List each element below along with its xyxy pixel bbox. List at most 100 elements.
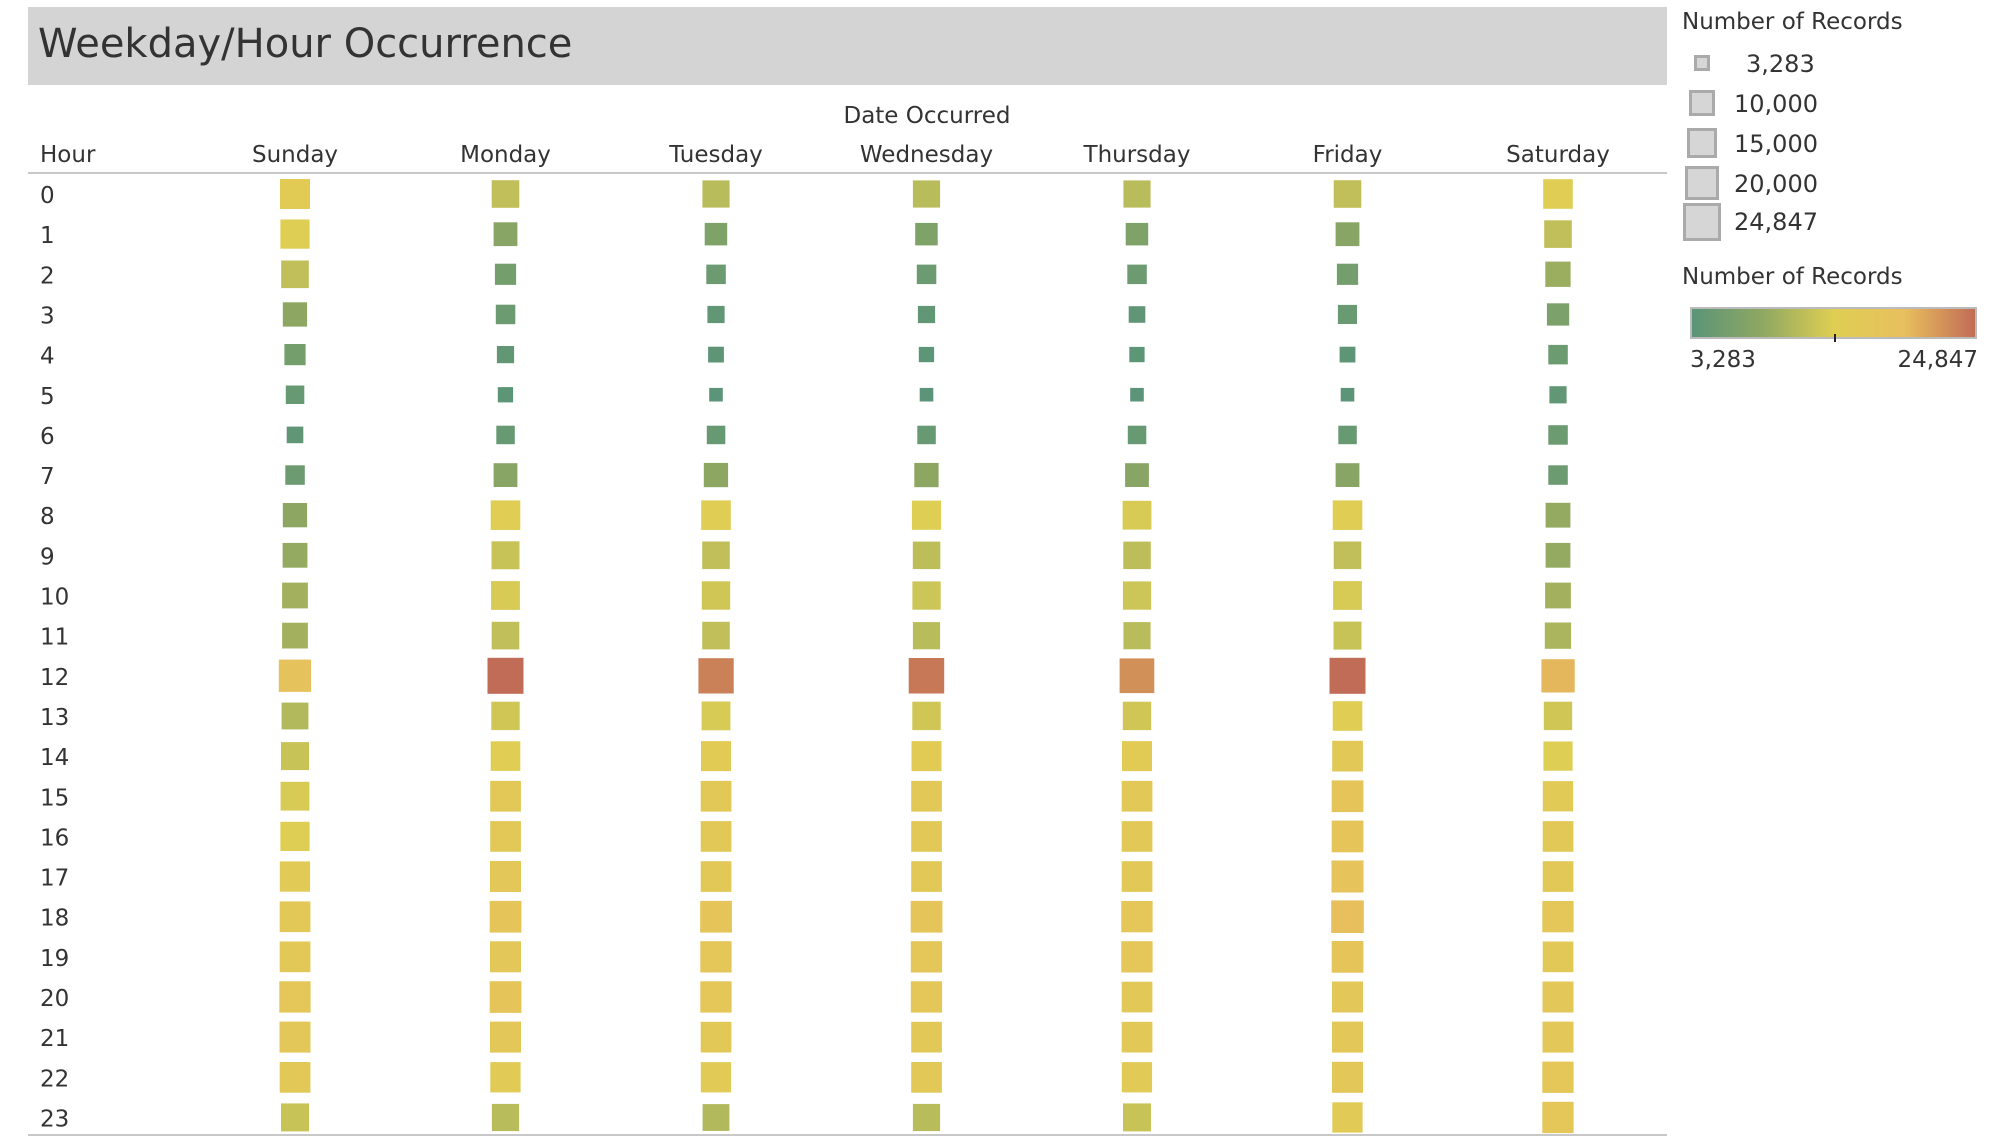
heatmap-cell[interactable] — [917, 425, 936, 445]
heatmap-cell[interactable] — [1541, 659, 1575, 693]
heatmap-cell[interactable] — [1543, 179, 1573, 209]
heatmap-cell[interactable] — [704, 222, 728, 246]
heatmap-cell[interactable] — [1542, 781, 1574, 812]
heatmap-cell[interactable] — [1331, 941, 1364, 973]
heatmap-cell[interactable] — [1336, 263, 1359, 285]
heatmap-cell[interactable] — [916, 264, 937, 285]
heatmap-cell[interactable] — [1331, 820, 1364, 853]
heatmap-cell[interactable] — [491, 701, 520, 731]
heatmap-cell[interactable] — [1335, 222, 1360, 247]
heatmap-cell[interactable] — [706, 425, 726, 445]
heatmap-cell[interactable] — [912, 541, 941, 570]
heatmap-cell[interactable] — [912, 581, 941, 610]
heatmap-cell[interactable] — [1123, 1103, 1151, 1132]
heatmap-cell[interactable] — [1543, 741, 1573, 771]
heatmap-cell[interactable] — [494, 263, 517, 285]
heatmap-cell[interactable] — [1335, 463, 1360, 487]
heatmap-cell[interactable] — [1542, 1101, 1574, 1134]
heatmap-cell[interactable] — [282, 302, 308, 327]
heatmap-cell[interactable] — [490, 821, 521, 852]
heatmap-cell[interactable] — [496, 425, 515, 445]
heatmap-cell[interactable] — [1332, 500, 1363, 530]
heatmap-cell[interactable] — [1549, 386, 1567, 404]
heatmap-cell[interactable] — [912, 701, 941, 731]
heatmap-cell[interactable] — [910, 981, 943, 1013]
heatmap-cell[interactable] — [1121, 1062, 1153, 1093]
heatmap-cell[interactable] — [912, 180, 941, 208]
heatmap-cell[interactable] — [280, 219, 310, 249]
heatmap-cell[interactable] — [279, 861, 311, 892]
heatmap-cell[interactable] — [1542, 1021, 1574, 1053]
heatmap-cell[interactable] — [700, 1021, 732, 1053]
heatmap-cell[interactable] — [491, 180, 520, 208]
heatmap-cell[interactable] — [1121, 941, 1153, 973]
heatmap-cell[interactable] — [1332, 981, 1363, 1013]
heatmap-cell[interactable] — [700, 900, 732, 933]
heatmap-cell[interactable] — [1332, 701, 1363, 731]
heatmap-cell[interactable] — [1333, 581, 1362, 610]
heatmap-cell[interactable] — [700, 981, 732, 1013]
heatmap-cell[interactable] — [1122, 500, 1152, 530]
heatmap-cell[interactable] — [702, 541, 730, 570]
heatmap-cell[interactable] — [911, 1021, 942, 1053]
heatmap-cell[interactable] — [281, 742, 309, 771]
heatmap-cell[interactable] — [700, 821, 732, 852]
heatmap-cell[interactable] — [1338, 425, 1357, 445]
heatmap-cell[interactable] — [919, 387, 934, 402]
heatmap-cell[interactable] — [1548, 344, 1568, 365]
heatmap-cell[interactable] — [910, 941, 943, 973]
heatmap-cell[interactable] — [281, 702, 309, 730]
heatmap-cell[interactable] — [917, 305, 936, 324]
heatmap-cell[interactable] — [1119, 658, 1155, 694]
heatmap-cell[interactable] — [701, 581, 731, 610]
heatmap-cell[interactable] — [491, 581, 520, 610]
heatmap-cell[interactable] — [911, 741, 942, 772]
heatmap-cell[interactable] — [702, 1104, 730, 1131]
heatmap-cell[interactable] — [284, 344, 306, 366]
heatmap-cell[interactable] — [1121, 861, 1153, 892]
heatmap-cell[interactable] — [709, 387, 723, 402]
heatmap-cell[interactable] — [1333, 541, 1362, 570]
heatmap-cell[interactable] — [279, 901, 311, 933]
heatmap-cell[interactable] — [281, 1103, 309, 1132]
heatmap-cell[interactable] — [1121, 821, 1153, 852]
heatmap-cell[interactable] — [490, 741, 521, 771]
heatmap-cell[interactable] — [912, 1103, 941, 1132]
heatmap-cell[interactable] — [1121, 981, 1153, 1013]
heatmap-cell[interactable] — [1332, 1102, 1363, 1133]
heatmap-cell[interactable] — [707, 305, 725, 324]
heatmap-cell[interactable] — [1545, 582, 1571, 609]
heatmap-cell[interactable] — [280, 179, 310, 209]
heatmap-cell[interactable] — [1546, 303, 1570, 326]
heatmap-cell[interactable] — [489, 981, 522, 1013]
heatmap-cell[interactable] — [1122, 701, 1152, 731]
heatmap-cell[interactable] — [286, 426, 304, 444]
heatmap-cell[interactable] — [1129, 346, 1145, 363]
heatmap-cell[interactable] — [1130, 387, 1144, 402]
heatmap-cell[interactable] — [490, 780, 521, 812]
heatmap-cell[interactable] — [280, 821, 310, 851]
heatmap-cell[interactable] — [281, 260, 309, 289]
heatmap-cell[interactable] — [911, 500, 942, 530]
heatmap-cell[interactable] — [1548, 425, 1568, 445]
heatmap-cell[interactable] — [914, 462, 939, 488]
heatmap-cell[interactable] — [1123, 541, 1151, 570]
heatmap-cell[interactable] — [918, 346, 935, 363]
heatmap-cell[interactable] — [1125, 222, 1149, 246]
heatmap-cell[interactable] — [700, 941, 732, 973]
heatmap-cell[interactable] — [1128, 306, 1146, 323]
heatmap-cell[interactable] — [1542, 861, 1574, 892]
heatmap-cell[interactable] — [1331, 780, 1364, 813]
heatmap-cell[interactable] — [911, 1062, 942, 1093]
heatmap-cell[interactable] — [702, 180, 730, 208]
heatmap-cell[interactable] — [491, 1103, 520, 1132]
heatmap-cell[interactable] — [279, 1062, 311, 1093]
heatmap-cell[interactable] — [702, 621, 730, 650]
heatmap-cell[interactable] — [701, 500, 731, 530]
heatmap-cell[interactable] — [706, 264, 726, 285]
heatmap-cell[interactable] — [1121, 780, 1153, 812]
heatmap-cell[interactable] — [911, 821, 942, 852]
heatmap-cell[interactable] — [1544, 622, 1572, 649]
heatmap-cell[interactable] — [279, 1021, 311, 1053]
heatmap-cell[interactable] — [1542, 821, 1574, 852]
